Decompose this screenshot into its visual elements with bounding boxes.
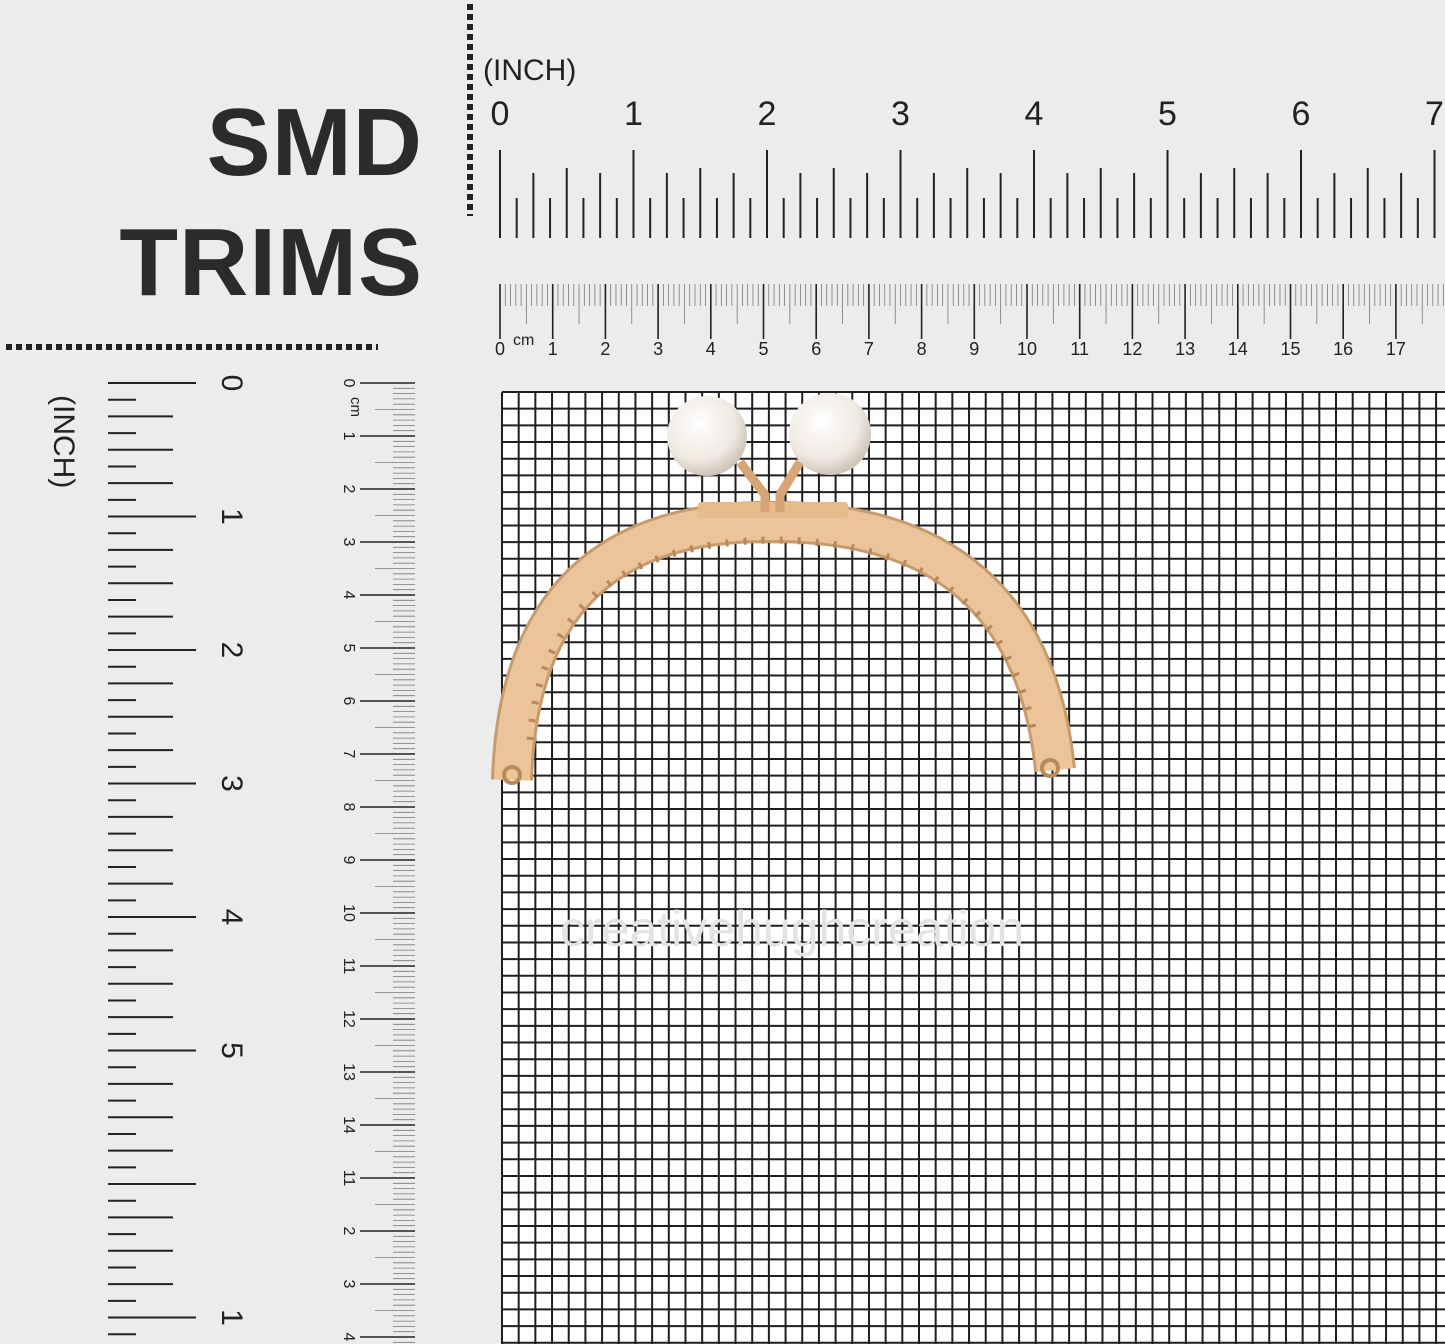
left-inch-label: 2	[215, 642, 248, 659]
pearl-right	[789, 393, 871, 475]
top-inch-label: 3	[891, 95, 910, 133]
clasp-arm-left	[736, 459, 770, 512]
left-cm-label: 12	[340, 1010, 357, 1028]
frame-stitch-holes	[526, 536, 1039, 741]
left-cm-label: 5	[340, 644, 357, 653]
clasp-base	[698, 502, 848, 518]
left-cm-label: 1	[340, 432, 357, 441]
pearl-left	[667, 396, 747, 476]
top-cm-label: 13	[1175, 339, 1195, 359]
top-inch-label: 2	[758, 95, 777, 133]
top-cm-label: 17	[1386, 339, 1406, 359]
left-inch-label: 5	[215, 1042, 248, 1059]
left-cm-label: 9	[340, 856, 357, 865]
left-cm-label: 13	[340, 1063, 357, 1081]
left-cm-label: 6	[340, 697, 357, 706]
left-cm-label: 3	[340, 538, 357, 547]
left-cm-label: 2	[340, 485, 357, 494]
left-cm-label: 10	[340, 904, 357, 922]
top-inch-label: 5	[1158, 95, 1177, 133]
top-inch-label: 0	[491, 95, 510, 133]
left-inch-label: 3	[215, 775, 248, 792]
top-cm-label: 16	[1333, 339, 1353, 359]
brand-line-2: TRIMS	[119, 209, 423, 316]
top-inch-label: 6	[1292, 95, 1311, 133]
left-cm-label: 0	[340, 379, 357, 388]
top-inch-label: 4	[1025, 95, 1044, 133]
top-inch-label: 7	[1425, 95, 1444, 133]
left-cm-label: 14	[340, 1116, 357, 1134]
top-cm-label: 8	[917, 339, 927, 359]
top-cm-label: 1	[548, 339, 558, 359]
left-cm-label: 4	[340, 591, 357, 600]
left-cm-label: 2	[340, 1227, 357, 1236]
top-cm-label: 14	[1228, 339, 1248, 359]
hinge-left	[502, 765, 522, 785]
brand-line-1: SMD	[206, 89, 423, 196]
top-cm-unit-label: cm	[513, 332, 534, 349]
hinge-right	[1040, 758, 1060, 778]
clasp-arm-right	[775, 459, 804, 512]
top-cm-label: 12	[1122, 339, 1142, 359]
left-cm-label: 7	[340, 750, 357, 759]
dotted-divider-vertical	[467, 4, 473, 216]
purse-frame	[491, 393, 1076, 785]
top-cm-label: 11	[1070, 339, 1089, 359]
left-cm-label: 8	[340, 803, 357, 812]
left-inch-label: 4	[215, 909, 248, 926]
top-cm-label: 6	[811, 339, 821, 359]
dotted-divider-horizontal	[6, 344, 378, 350]
top-cm-label: 4	[706, 339, 716, 359]
left-cm-label: 4	[340, 1333, 357, 1342]
watermark: creativehughcreation	[560, 901, 1025, 957]
top-cm-label: 7	[864, 339, 874, 359]
top-cm-label: 3	[653, 339, 663, 359]
left-cm-label: 11	[340, 958, 357, 975]
top-cm-label: 2	[600, 339, 610, 359]
top-cm-label: 10	[1017, 339, 1037, 359]
left-inch-label: 0	[215, 375, 248, 392]
left-inch-label: 1	[215, 508, 248, 525]
top-cm-label: 0	[495, 339, 505, 359]
left-inch-label: 1	[215, 1309, 248, 1326]
top-inch-unit-label: (INCH)	[483, 54, 577, 87]
top-cm-label: 9	[969, 339, 979, 359]
left-cm-label: 3	[340, 1280, 357, 1289]
top-cm-label: 15	[1280, 339, 1300, 359]
left-cm-unit-label: cm	[347, 397, 364, 417]
left-cm-label: 11	[340, 1170, 357, 1187]
frame-arc	[494, 503, 1073, 781]
top-cm-label: 1	[1444, 339, 1445, 359]
top-cm-label: 5	[758, 339, 768, 359]
top-inch-label: 1	[624, 95, 643, 133]
